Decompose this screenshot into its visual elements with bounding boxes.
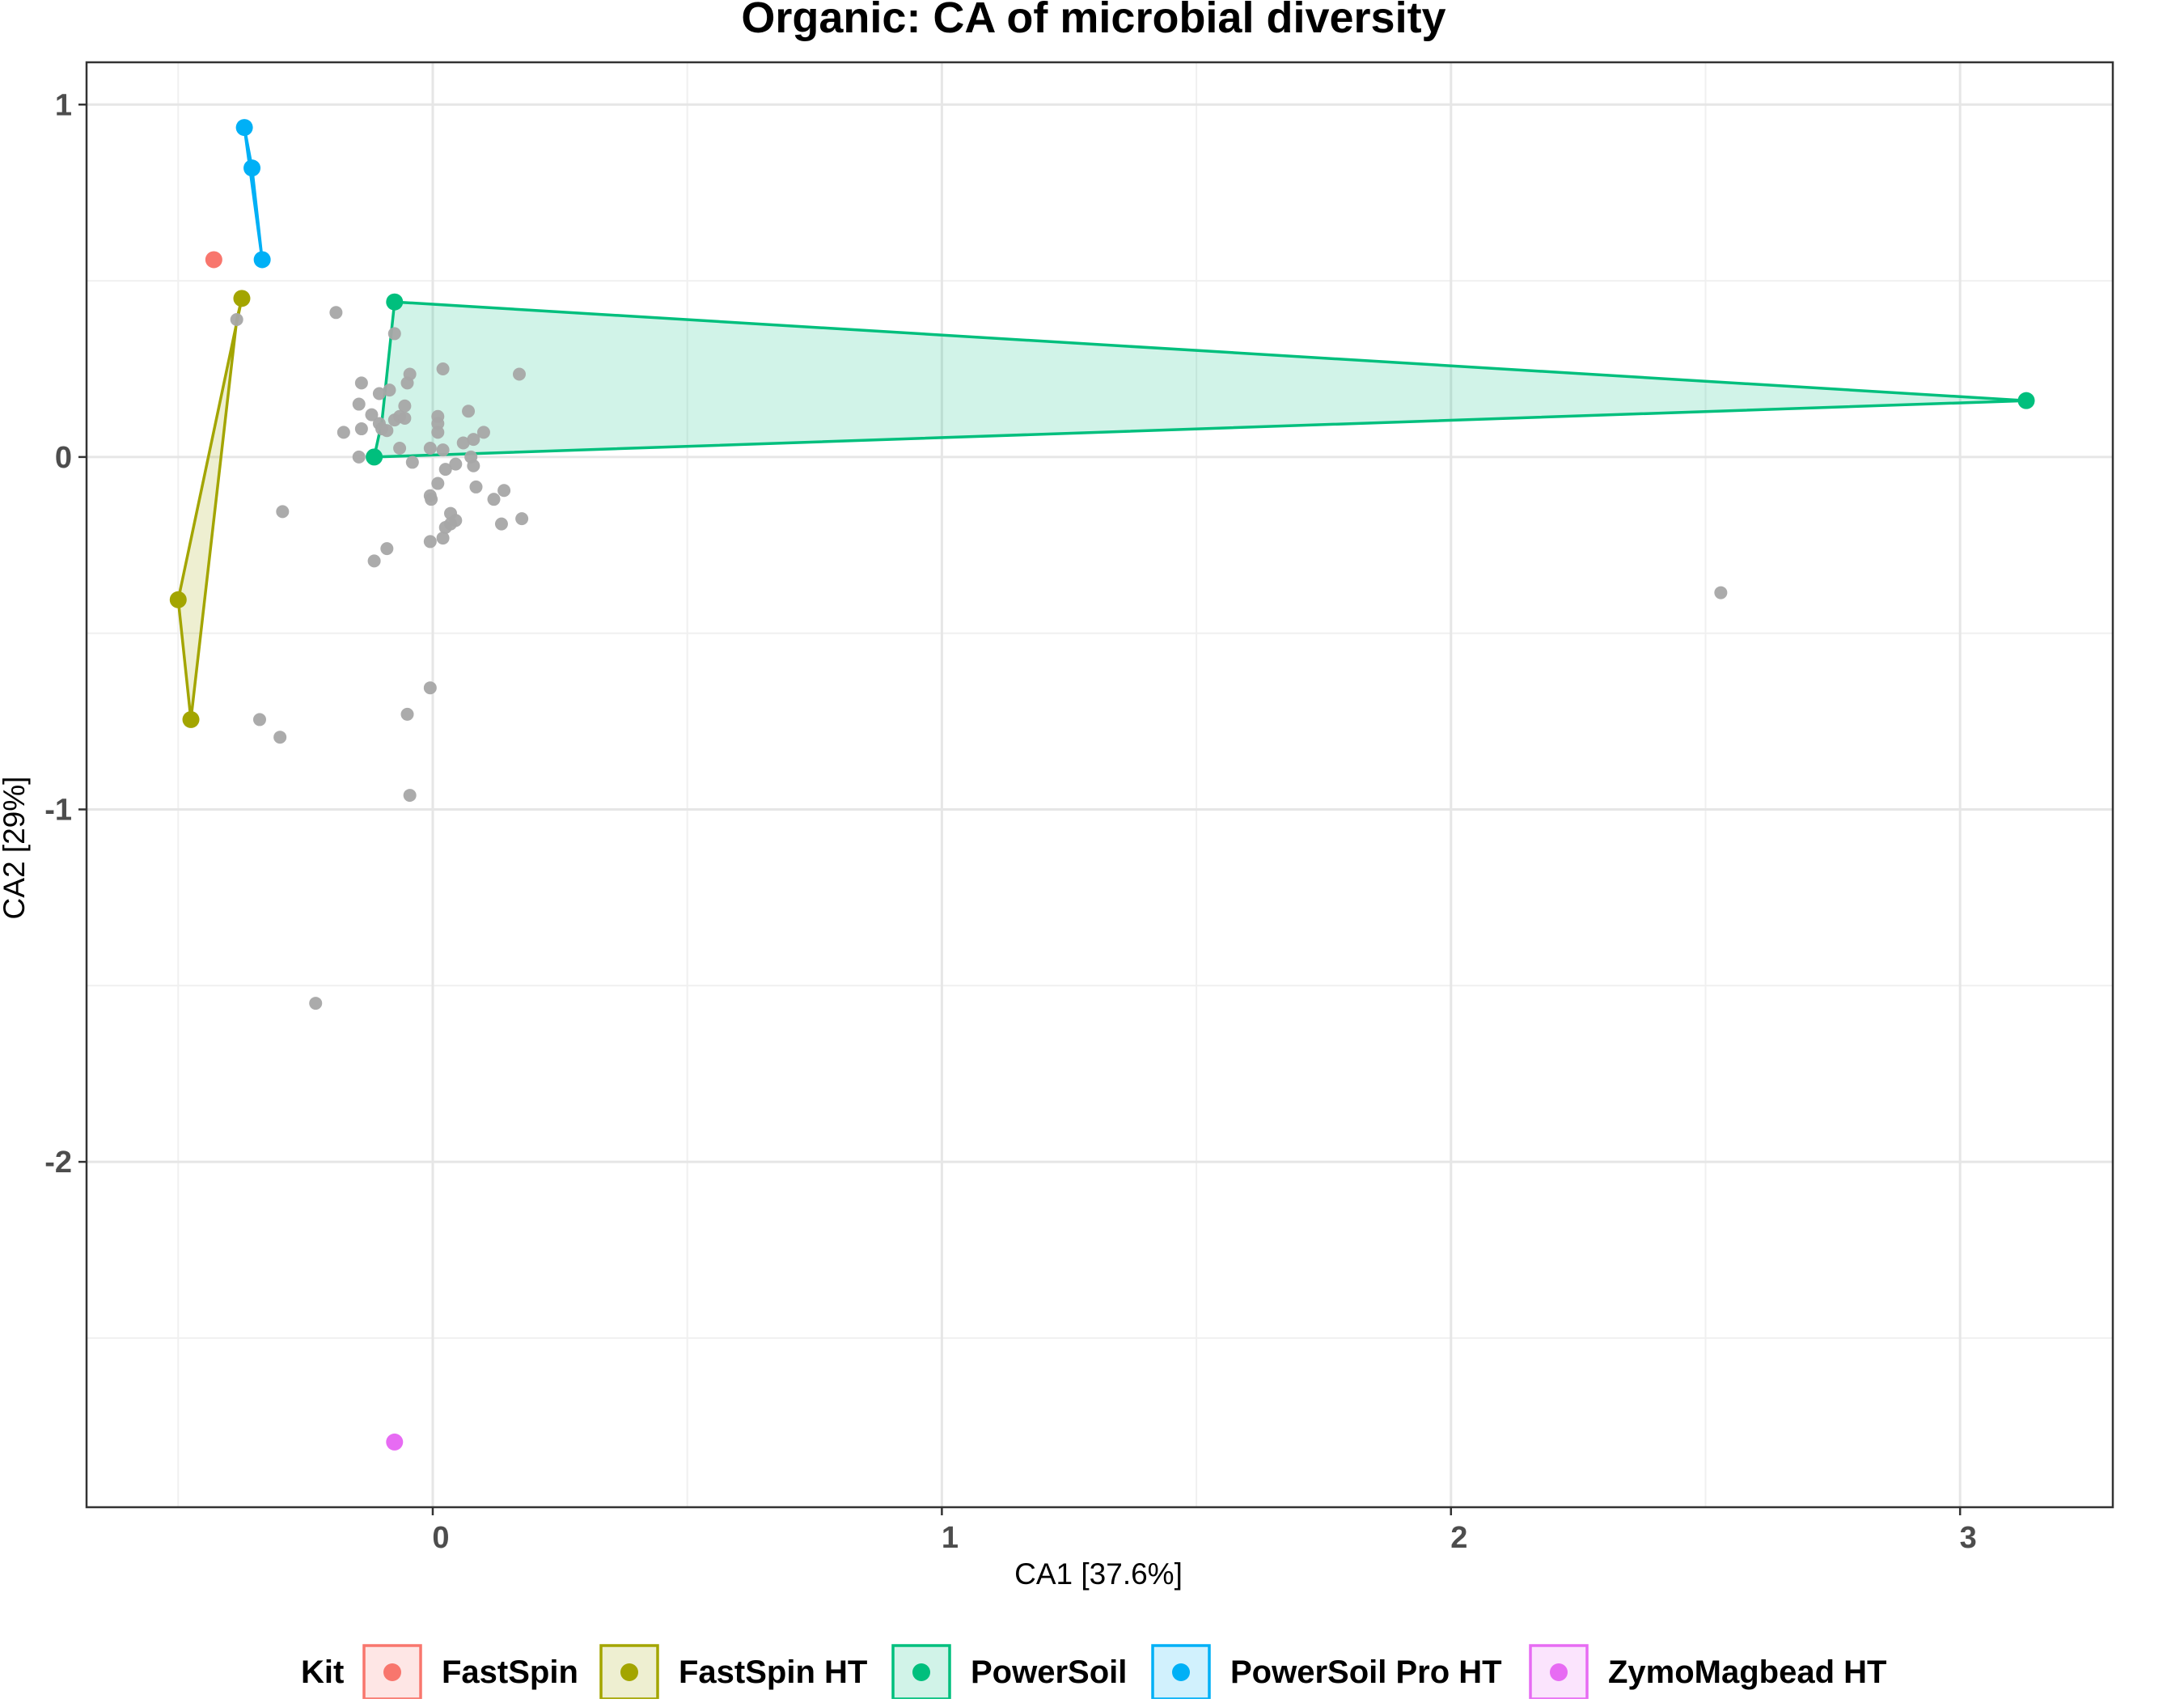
legend-item-fastspin: FastSpin bbox=[362, 1644, 578, 1701]
taxon-point bbox=[352, 397, 366, 411]
legend-label-powersoil-pro-ht: PowerSoil Pro HT bbox=[1230, 1654, 1502, 1690]
taxon-point bbox=[400, 376, 414, 390]
y-tick-label: -2 bbox=[44, 1146, 72, 1180]
grid-lines bbox=[87, 62, 2113, 1507]
y-axis-title: CA2 [29%] bbox=[0, 777, 31, 920]
x-tick-label: 3 bbox=[1960, 1521, 1977, 1555]
legend-marker-fastspin-ht bbox=[620, 1663, 638, 1681]
legend-item-powersoil: PowerSoil bbox=[891, 1644, 1127, 1701]
taxon-point bbox=[423, 535, 437, 549]
taxon-point bbox=[354, 376, 368, 390]
legend-marker-powersoil-pro-ht bbox=[1172, 1663, 1190, 1681]
taxon-point bbox=[380, 542, 394, 556]
sample-point-powersoil-pro-ht bbox=[235, 119, 253, 137]
sample-point-fastspin-ht bbox=[169, 591, 187, 608]
taxon-point bbox=[393, 441, 407, 455]
plot-background bbox=[87, 62, 2113, 1507]
taxon-point bbox=[380, 424, 394, 438]
taxon-point bbox=[398, 411, 412, 425]
taxon-point bbox=[436, 362, 450, 375]
taxon-point bbox=[487, 493, 501, 506]
taxa-points bbox=[230, 306, 1728, 1010]
taxon-point bbox=[383, 383, 396, 397]
taxon-point bbox=[398, 399, 412, 413]
x-axis-title: CA1 [37.6%] bbox=[1014, 1557, 1183, 1591]
sample-point-fastspin-ht bbox=[233, 290, 251, 307]
x-tick-label: 1 bbox=[942, 1521, 959, 1555]
y-tick-label: 1 bbox=[55, 88, 72, 122]
legend-title: Kit bbox=[301, 1654, 344, 1690]
taxon-point bbox=[431, 477, 445, 490]
x-tick-label: 2 bbox=[1450, 1521, 1467, 1555]
taxon-point bbox=[423, 681, 437, 695]
taxon-point bbox=[387, 327, 401, 341]
legend-item-powersoil-pro-ht: PowerSoil Pro HT bbox=[1151, 1644, 1502, 1701]
x-tick-label: 0 bbox=[432, 1521, 449, 1555]
taxon-point bbox=[400, 707, 414, 721]
legend-label-powersoil: PowerSoil bbox=[971, 1654, 1127, 1690]
taxon-point bbox=[467, 433, 480, 447]
legend-item-zymomagbead-ht: ZymoMagbead HT bbox=[1529, 1644, 1886, 1701]
taxon-point bbox=[515, 512, 529, 526]
plot-panel bbox=[87, 62, 2113, 1507]
sample-points bbox=[169, 119, 2035, 1451]
legend-marker-zymomagbead-ht bbox=[1550, 1663, 1568, 1681]
y-tick-label: 0 bbox=[55, 441, 72, 475]
taxon-point bbox=[230, 312, 243, 326]
sample-point-powersoil bbox=[366, 448, 383, 466]
sample-point-powersoil-pro-ht bbox=[243, 159, 261, 177]
sample-point-powersoil bbox=[2017, 392, 2035, 409]
taxon-point bbox=[423, 441, 437, 455]
taxon-point bbox=[469, 480, 483, 494]
taxon-point bbox=[462, 405, 476, 418]
sample-point-powersoil-pro-ht bbox=[253, 251, 271, 269]
taxon-point bbox=[431, 426, 445, 439]
taxon-point bbox=[367, 554, 381, 568]
taxon-point bbox=[276, 505, 290, 519]
y-tick-label: -1 bbox=[44, 793, 72, 827]
legend-label-fastspin: FastSpin bbox=[442, 1654, 578, 1690]
taxon-point bbox=[438, 521, 452, 535]
taxon-point bbox=[456, 436, 470, 450]
sample-point-fastspin-ht bbox=[182, 710, 200, 728]
taxon-point bbox=[467, 459, 480, 472]
legend: Kit FastSpin FastSpin HT PowerSoil PowerSoi… bbox=[301, 1644, 1886, 1701]
taxon-point bbox=[365, 408, 379, 422]
legend-item-fastspin-ht: FastSpin HT bbox=[599, 1644, 867, 1701]
sample-point-fastspin bbox=[205, 251, 222, 269]
sample-point-zymomagbead-ht bbox=[386, 1433, 404, 1451]
taxon-point bbox=[329, 306, 343, 320]
taxon-point bbox=[436, 532, 450, 545]
sample-point-powersoil bbox=[386, 293, 404, 311]
taxon-point bbox=[497, 484, 511, 498]
chart-title: Organic: CA of microbial diversity bbox=[741, 0, 1445, 42]
legend-marker-powersoil bbox=[912, 1663, 930, 1681]
taxon-point bbox=[438, 463, 452, 477]
taxon-point bbox=[425, 493, 438, 506]
taxon-point bbox=[405, 455, 419, 469]
taxon-point bbox=[273, 731, 287, 744]
legend-label-fastspin-ht: FastSpin HT bbox=[679, 1654, 867, 1690]
taxon-point bbox=[352, 450, 366, 464]
taxon-point bbox=[309, 997, 323, 1010]
taxon-point bbox=[354, 422, 368, 436]
taxon-point bbox=[387, 413, 401, 427]
legend-label-zymomagbead-ht: ZymoMagbead HT bbox=[1608, 1654, 1886, 1690]
taxon-point bbox=[512, 367, 526, 381]
taxon-point bbox=[1714, 586, 1728, 599]
legend-marker-fastspin bbox=[383, 1663, 401, 1681]
taxon-point bbox=[494, 517, 508, 531]
taxon-point bbox=[336, 426, 350, 439]
taxon-point bbox=[403, 789, 417, 803]
taxon-point bbox=[252, 713, 266, 727]
taxon-point bbox=[372, 387, 386, 400]
taxon-point bbox=[436, 443, 450, 457]
plot-border bbox=[85, 61, 2114, 1509]
axes: 0 1 2 3 1 0 -1 -2 bbox=[44, 61, 2114, 1555]
taxon-point bbox=[449, 457, 463, 471]
taxon-point bbox=[476, 426, 490, 439]
